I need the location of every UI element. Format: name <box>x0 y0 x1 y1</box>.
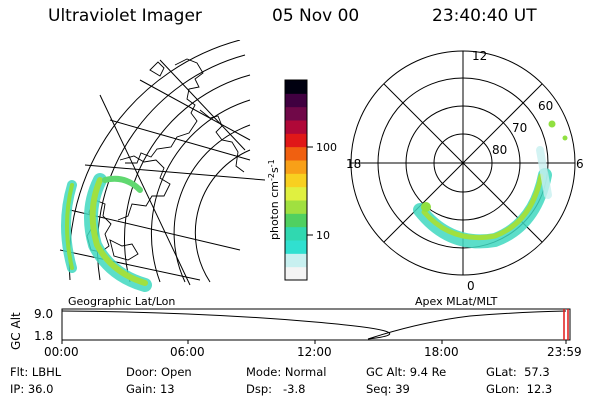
colorbar-band <box>285 120 307 134</box>
info-gain: Gain: 13 <box>126 382 175 396</box>
mlt-label-12: 12 <box>472 49 487 63</box>
colorbar-unit-label: photon cm-2s-1 <box>267 159 281 240</box>
timeline-ytick-bottom: 1.8 <box>34 329 53 343</box>
date-label: 05 Nov 00 <box>272 6 360 26</box>
info-door: Door: Open <box>126 365 192 379</box>
info-dsp: Dsp: -3.8 <box>246 382 306 396</box>
timeline-xtick-1200: 12:00 <box>297 345 332 359</box>
colorbar-band <box>285 160 307 174</box>
colorbar-band <box>285 266 307 281</box>
info-seq: Seq: 39 <box>366 382 410 396</box>
timeline-xtick-1800: 18:00 <box>424 345 459 359</box>
colorbar-tick-100: 100 <box>316 141 337 154</box>
info-flt: Flt: LBHL <box>10 365 62 379</box>
timeline-ytick-top: 9.0 <box>34 307 53 321</box>
colorbar-band <box>285 200 307 214</box>
info-gc-alt: GC Alt: 9.4 Re <box>366 365 447 379</box>
timeline-ylabel: GC Alt <box>9 312 23 350</box>
colorbar-tick-10: 10 <box>316 229 330 242</box>
colorbar-band <box>285 106 307 121</box>
timeline-plot: GC Alt 9.0 1.8 <box>9 307 571 350</box>
colorbar-band <box>285 253 307 268</box>
colorbar-band <box>285 186 307 201</box>
time-label: 23:40:40 UT <box>432 6 537 26</box>
mlat-label-60: 60 <box>538 99 553 113</box>
info-glon: GLon: 12.3 <box>486 382 553 396</box>
colorbar-band <box>285 80 307 94</box>
left-panel-caption: Geographic Lat/Lon <box>68 295 175 308</box>
info-mode: Mode: Normal <box>246 365 327 379</box>
colorbar-band <box>285 133 307 148</box>
right-panel-caption: Apex MLat/MLT <box>415 295 498 308</box>
colorbar: 100 10 photon cm-2s-1 <box>267 79 337 281</box>
colorbar-band <box>285 173 307 188</box>
timeline-xtick-0600: 06:00 <box>170 345 205 359</box>
colorbar-band <box>285 240 307 254</box>
colorbar-band <box>285 213 307 228</box>
mlt-label-0: 0 <box>467 279 475 293</box>
colorbar-band <box>285 146 307 161</box>
info-glat: GLat: 57.3 <box>486 365 550 379</box>
mlt-label-18: 18 <box>346 157 361 171</box>
colorbar-band <box>285 93 307 108</box>
timeline-xtick-2359: 23:59 <box>547 345 582 359</box>
info-ip: IP: 36.0 <box>10 382 54 396</box>
aurora-right <box>413 120 568 249</box>
aurora-left <box>61 173 152 292</box>
instrument-title: Ultraviolet Imager <box>48 6 202 26</box>
mlat-label-70: 70 <box>512 121 527 135</box>
mlat-label-80: 80 <box>492 143 507 157</box>
timeline-xtick-0000: 00:00 <box>44 345 79 359</box>
mlt-label-6: 6 <box>576 157 584 171</box>
colorbar-band <box>285 226 307 241</box>
